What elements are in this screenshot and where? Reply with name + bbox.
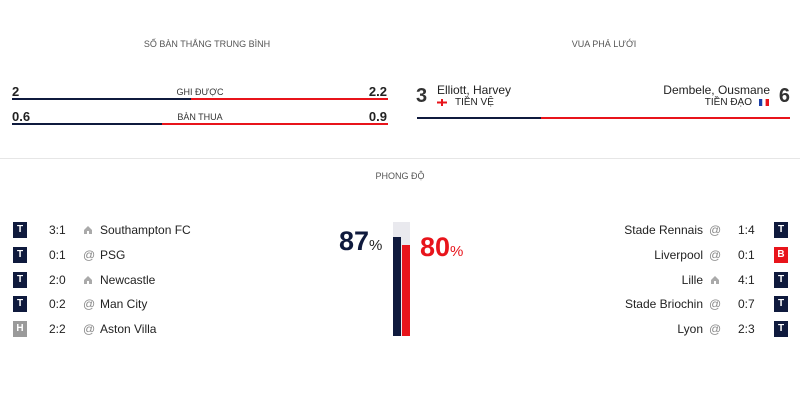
home-icon [84,226,92,234]
flag-france [759,99,769,106]
result-badge: T [774,321,788,338]
home-percent-bar [393,236,401,336]
flag-england [437,99,447,106]
result-badge: B [774,246,788,263]
away-percent-bar [402,244,410,336]
away-marker: @ [709,322,722,337]
away-marker: @ [83,322,96,337]
away-scorer-bar [541,117,790,119]
home-scorer-goals: 3 [416,85,428,107]
opponent: PSG [100,247,126,262]
home-bar [12,98,192,100]
result-badge: T [774,222,788,238]
row-label: BÀN THUA [177,112,223,122]
result-badge: H [13,321,27,338]
home-bar [12,123,163,125]
row-label: GHI ĐƯỢC [176,87,224,97]
score: 0:1 [738,247,755,262]
result-badge: T [774,271,788,288]
score: 3:1 [49,223,66,237]
away-marker: @ [709,223,722,237]
home-scorer-position: TIỀN VỆ [455,97,494,108]
opponent: Aston Villa [100,322,157,337]
score: 2:2 [49,322,66,337]
home-scorer-bar [417,117,542,119]
home-percent-value: 87 [339,226,370,256]
score: 0:2 [49,297,66,312]
away-scorer-goals: 6 [778,85,790,107]
result-badge: T [13,222,27,238]
away-bar [162,123,388,125]
score: 0:1 [49,247,66,262]
away-percent-unit: % [450,243,464,260]
away-value: 0.9 [368,109,387,124]
result-badge: T [13,246,27,263]
home-scorer-name: Elliott, Harvey [437,83,512,97]
result-badge: T [13,271,27,288]
home-icon [711,275,719,284]
away-percent: 80% [420,232,463,263]
divider [0,158,800,159]
form-title: PHONG ĐỘ [375,171,425,181]
score: 4:1 [738,272,755,287]
opponent: Man City [100,297,148,312]
opponent: Stade Briochin [624,297,703,312]
away-marker: @ [83,247,96,262]
home-percent: 87% [339,226,382,257]
away-scorer-position: TIỀN ĐẠO [704,97,752,108]
score: 1:4 [738,223,755,237]
score: 2:0 [49,272,66,287]
result-badge: T [13,296,27,313]
opponent: Southampton FC [100,223,191,237]
opponent: Newcastle [100,272,156,287]
home-icon [84,275,92,284]
score: 2:3 [738,322,755,337]
opponent: Lyon [677,322,703,337]
avg-title: SỐ BÀN THẮNG TRUNG BÌNH [143,39,271,49]
away-percent-value: 80 [420,232,451,262]
away-marker: @ [709,247,722,262]
home-percent-unit: % [369,237,383,254]
away-scorer-name: Dembele, Ousmane [663,83,770,97]
away-marker: @ [83,297,96,312]
home-value: 2 [12,84,20,99]
opponent: Lille [681,272,703,287]
away-marker: @ [709,297,722,312]
score: 0:7 [738,297,755,312]
scorer-title: VUA PHÁ LƯỚI [571,39,637,49]
away-value: 2.2 [368,84,387,99]
home-value: 0.6 [12,109,31,124]
result-badge: T [774,296,788,313]
opponent: Liverpool [654,247,703,262]
opponent: Stade Rennais [624,223,703,237]
away-bar [191,98,388,100]
